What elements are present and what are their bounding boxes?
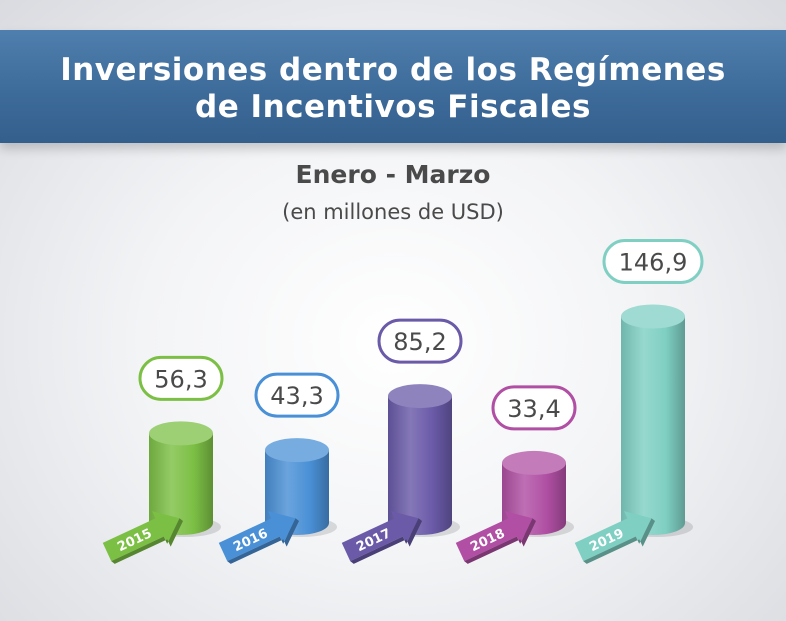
chart-unit: (en millones de USD) (282, 200, 504, 224)
bar-top-2018 (502, 450, 566, 475)
bar-top-2017 (388, 384, 452, 409)
bar-body-2017 (388, 396, 452, 535)
value-label-box-2019 (602, 238, 704, 284)
value-label-box-2016 (254, 372, 340, 418)
chart-subtitle: Enero - Marzo (295, 160, 491, 189)
bar-body-2019 (621, 316, 685, 535)
value-label-box-2015 (138, 355, 224, 401)
title-banner: Inversiones dentro de los Regímenes de I… (0, 30, 786, 143)
value-label-2015: 56,3 (154, 365, 207, 393)
bar-top-2019 (621, 304, 685, 329)
value-label-2016: 43,3 (270, 382, 323, 410)
chart-title-line-2: de Incentivos Fiscales (195, 89, 591, 125)
chart-title-line-1: Inversiones dentro de los Regímenes (60, 52, 726, 88)
bar-body-2016 (265, 450, 329, 535)
value-label-box-2018 (491, 385, 577, 431)
bar-top-2015 (149, 421, 213, 446)
value-label-box-2017 (377, 318, 463, 364)
bar-body-2015 (149, 433, 213, 535)
value-label-2018: 33,4 (507, 395, 560, 423)
bar-top-2016 (265, 438, 329, 463)
value-label-2017: 85,2 (393, 328, 446, 356)
value-label-2019: 146,9 (619, 248, 688, 276)
